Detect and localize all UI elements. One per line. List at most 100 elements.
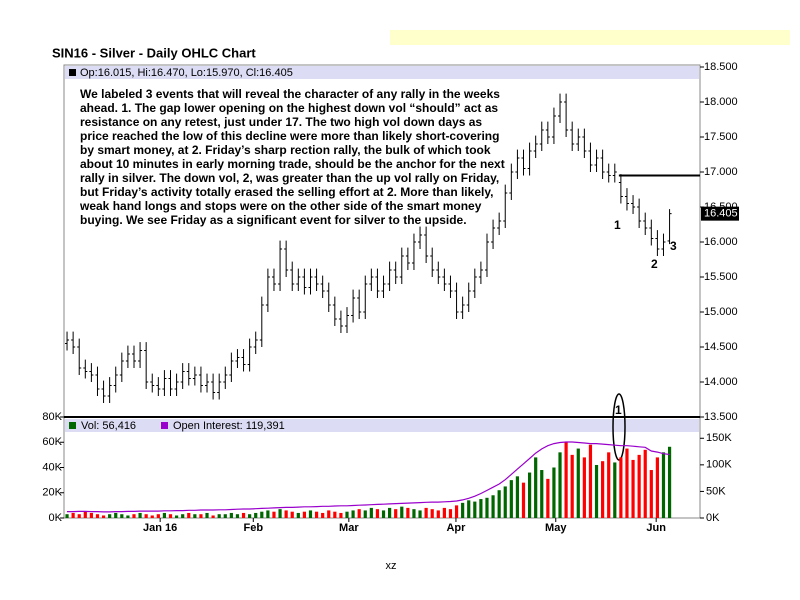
volume-bar xyxy=(272,511,276,518)
volume-bar xyxy=(388,507,392,518)
open-interest-line xyxy=(67,441,670,513)
volume-bar xyxy=(181,514,185,518)
volume-bar xyxy=(138,512,142,518)
volume-bar xyxy=(266,510,270,518)
volume-legend: Vol: 56,416 xyxy=(81,420,136,432)
volume-bar xyxy=(588,444,593,518)
footer: xz xyxy=(386,560,397,572)
volume-swatch xyxy=(69,422,76,429)
oi-tick-label: 100K xyxy=(706,459,732,471)
y-tick-label: 17.000 xyxy=(704,166,738,178)
volume-bar xyxy=(412,509,416,518)
volume-bar xyxy=(211,515,215,518)
volume-bar xyxy=(187,512,191,518)
volume-bar xyxy=(126,515,130,518)
volume-bar xyxy=(601,461,605,518)
volume-bar xyxy=(607,452,611,518)
price-panel xyxy=(63,64,701,418)
volume-bar xyxy=(497,490,501,518)
volume-bar xyxy=(655,457,659,518)
volume-bar xyxy=(442,507,446,518)
volume-bar xyxy=(461,502,465,518)
volume-bar xyxy=(473,501,477,518)
commentary-line: ahead. 1. The gap lower opening on the h… xyxy=(80,101,498,115)
volume-bar xyxy=(71,512,75,518)
volume-bar xyxy=(223,514,227,518)
volume-bar xyxy=(418,510,422,518)
volume-bar xyxy=(284,510,288,518)
volume-panel xyxy=(63,416,701,519)
oi-tick-label: 150K xyxy=(706,432,732,444)
volume-bar xyxy=(594,464,599,518)
commentary-line: buying. We see Friday as a significant e… xyxy=(80,213,467,227)
y-tick-label: 15.500 xyxy=(704,271,738,283)
volume-bar xyxy=(436,510,440,518)
volume-bar xyxy=(235,514,240,518)
volume-bar xyxy=(217,514,221,518)
volume-bar xyxy=(101,515,106,518)
volume-bar xyxy=(345,511,349,518)
y-tick-label: 16.000 xyxy=(704,236,738,248)
oi-tick-label: 0K xyxy=(706,512,720,524)
volume-bar xyxy=(375,509,380,518)
volume-bar xyxy=(314,511,319,518)
annotation: 1 xyxy=(614,218,621,232)
y-tick-label: 14.000 xyxy=(704,376,738,388)
volume-bar xyxy=(351,510,355,518)
volume-bar xyxy=(527,472,532,518)
volume-bar xyxy=(144,514,148,518)
volume-bar xyxy=(649,470,653,518)
volume-bar xyxy=(260,511,264,518)
annotation: 1 xyxy=(615,403,622,417)
volume-bar xyxy=(65,514,69,518)
volume-bar xyxy=(643,449,647,518)
volume-bar xyxy=(424,507,428,518)
volume-bar xyxy=(661,452,666,518)
volume-bar xyxy=(503,486,507,518)
vol-tick-label: 0K xyxy=(49,512,63,524)
oi-swatch xyxy=(161,422,168,429)
y-tick-label: 17.500 xyxy=(704,131,738,143)
volume-bar xyxy=(479,499,483,518)
volume-bar xyxy=(302,511,307,518)
volume-bar xyxy=(637,454,641,518)
volume-bar xyxy=(540,470,544,518)
commentary-line: rally in silver. The down vol, 2, was gr… xyxy=(80,171,499,185)
vol-tick-label: 40K xyxy=(42,461,62,473)
volume-bar xyxy=(406,507,410,518)
volume-bar xyxy=(290,511,294,518)
volume-bar xyxy=(619,457,623,518)
volume-bar xyxy=(509,480,513,518)
volume-bar xyxy=(534,457,538,518)
commentary-line: We labeled 3 events that will reveal the… xyxy=(80,87,500,101)
volume-bar xyxy=(448,509,453,518)
yellow-banner xyxy=(390,30,790,45)
volume-bar xyxy=(515,476,520,518)
last-price-label: 16.405 xyxy=(704,208,738,220)
ohlc-header: Op:16.015, Hi:16.470, Lo:15.970, Cl:16.4… xyxy=(80,67,293,79)
volume-bar xyxy=(174,515,179,518)
volume-bar xyxy=(95,514,100,518)
annotation: 2 xyxy=(651,257,658,271)
x-tick-label: Feb xyxy=(243,522,263,534)
annotation: 3 xyxy=(670,239,677,253)
volume-bar xyxy=(454,505,459,518)
price-header xyxy=(65,66,699,79)
y-tick-label: 14.500 xyxy=(704,341,738,353)
volume-header xyxy=(65,419,699,432)
vol-tick-label: 20K xyxy=(42,487,62,499)
volume-bar xyxy=(254,512,258,518)
volume-bar xyxy=(400,506,404,518)
volume-bar xyxy=(168,514,173,518)
y-tick-label: 13.500 xyxy=(704,411,738,423)
volume-bar xyxy=(162,512,167,518)
volume-bar xyxy=(114,512,118,518)
volume-bar xyxy=(357,509,361,518)
x-tick-label: May xyxy=(545,522,567,534)
volume-bar xyxy=(564,442,568,518)
oi-legend: Open Interest: 119,391 xyxy=(173,420,285,432)
volume-bar xyxy=(570,454,574,518)
x-tick-label: Jan 16 xyxy=(143,522,177,534)
